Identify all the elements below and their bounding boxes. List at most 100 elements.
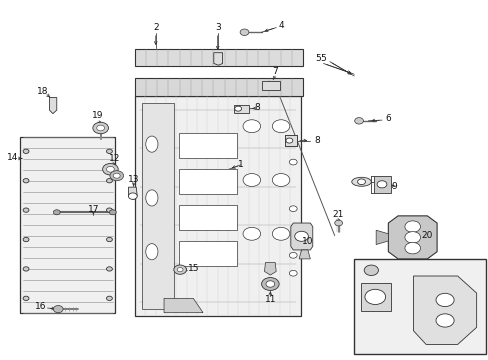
Text: 1: 1 (237, 161, 243, 170)
Polygon shape (299, 250, 310, 259)
Polygon shape (213, 53, 222, 65)
Polygon shape (413, 276, 476, 345)
Text: 13: 13 (128, 175, 139, 184)
Text: 21: 21 (332, 210, 343, 219)
Text: 2: 2 (153, 23, 158, 32)
Text: 3: 3 (214, 23, 220, 32)
Polygon shape (135, 96, 300, 316)
Circle shape (289, 159, 297, 165)
Circle shape (357, 179, 365, 185)
Circle shape (243, 227, 260, 240)
Circle shape (404, 221, 420, 232)
Text: 14: 14 (7, 153, 18, 162)
Text: 8: 8 (314, 136, 319, 145)
Text: 8: 8 (254, 103, 260, 112)
Circle shape (272, 227, 289, 240)
Text: 19: 19 (91, 111, 103, 120)
Text: 5: 5 (320, 54, 325, 63)
Circle shape (106, 208, 112, 212)
Circle shape (404, 231, 420, 243)
Circle shape (404, 242, 420, 254)
Circle shape (364, 289, 385, 305)
Ellipse shape (145, 190, 158, 206)
Text: 20: 20 (421, 231, 432, 240)
Bar (178, 134, 237, 158)
Polygon shape (290, 223, 312, 250)
Bar (353, 259, 485, 354)
Circle shape (106, 237, 112, 242)
Circle shape (173, 265, 186, 274)
Circle shape (128, 193, 137, 199)
Text: 10: 10 (302, 237, 313, 246)
Circle shape (435, 314, 453, 327)
Polygon shape (163, 298, 203, 313)
Circle shape (106, 296, 112, 301)
Circle shape (106, 149, 112, 153)
Circle shape (23, 296, 29, 301)
Circle shape (376, 181, 386, 188)
Polygon shape (375, 230, 387, 244)
Polygon shape (135, 78, 303, 96)
Circle shape (354, 118, 363, 124)
Polygon shape (360, 283, 390, 311)
Bar (178, 241, 237, 266)
Polygon shape (20, 137, 115, 313)
Circle shape (23, 149, 29, 153)
Circle shape (289, 206, 297, 212)
Circle shape (243, 120, 260, 133)
Polygon shape (142, 103, 173, 309)
Circle shape (109, 210, 116, 215)
Polygon shape (264, 262, 276, 275)
Ellipse shape (145, 244, 158, 260)
Text: 4: 4 (278, 21, 284, 30)
Circle shape (113, 173, 120, 178)
Text: 9: 9 (391, 182, 397, 191)
Polygon shape (128, 187, 137, 200)
Circle shape (106, 166, 114, 172)
Circle shape (234, 106, 241, 111)
Circle shape (97, 125, 104, 131)
Text: 6: 6 (385, 114, 390, 123)
Bar (178, 205, 237, 230)
Circle shape (289, 270, 297, 276)
Circle shape (272, 174, 289, 186)
Bar (285, 135, 297, 146)
Circle shape (23, 237, 29, 242)
Circle shape (364, 265, 378, 275)
Circle shape (53, 306, 63, 313)
Circle shape (53, 210, 60, 215)
Circle shape (110, 171, 123, 181)
Circle shape (240, 29, 248, 36)
Circle shape (334, 220, 342, 226)
Circle shape (294, 231, 308, 241)
Ellipse shape (145, 136, 158, 152)
Circle shape (285, 138, 292, 143)
Bar (233, 105, 249, 113)
Polygon shape (135, 49, 303, 66)
Circle shape (243, 174, 260, 186)
Circle shape (261, 278, 279, 291)
Text: 5: 5 (315, 54, 321, 63)
Circle shape (93, 122, 108, 134)
Circle shape (23, 267, 29, 271)
Circle shape (106, 267, 112, 271)
Bar (261, 81, 280, 90)
Circle shape (265, 281, 274, 287)
Polygon shape (49, 98, 57, 114)
Circle shape (272, 120, 289, 133)
Text: 15: 15 (187, 265, 199, 274)
Text: 17: 17 (87, 205, 99, 214)
Circle shape (23, 179, 29, 183)
Bar (285, 135, 297, 146)
Polygon shape (387, 216, 436, 259)
Text: 18: 18 (37, 86, 49, 95)
Circle shape (435, 293, 453, 307)
Circle shape (289, 252, 297, 258)
Circle shape (23, 208, 29, 212)
Polygon shape (373, 176, 390, 193)
Circle shape (102, 163, 118, 175)
Text: 16: 16 (35, 302, 46, 311)
Bar (178, 169, 237, 194)
Text: 7: 7 (272, 67, 278, 76)
Circle shape (106, 179, 112, 183)
